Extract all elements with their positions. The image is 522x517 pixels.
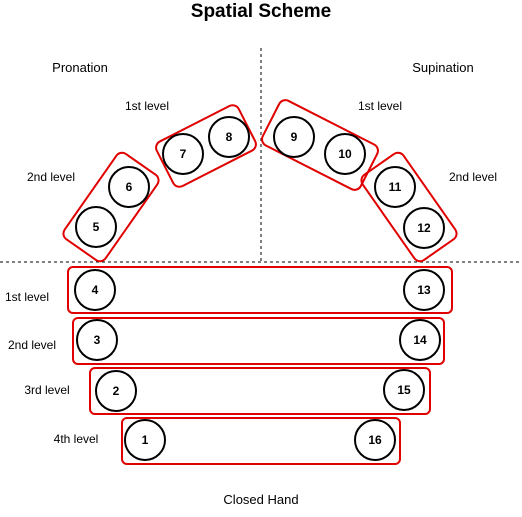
row-2nd-level-label: 2nd level [8, 338, 56, 352]
closed-hand-label: Closed Hand [223, 492, 298, 507]
node-5-label: 5 [93, 220, 100, 234]
node-12 [403, 207, 445, 249]
node-11 [374, 166, 416, 208]
node-5 [75, 206, 117, 248]
node-1 [124, 419, 166, 461]
node-2-label: 2 [113, 384, 120, 398]
row-1st-level: 1st level 4 13 [5, 266, 453, 314]
node-16-label: 16 [368, 433, 382, 447]
node-7-label: 7 [180, 147, 187, 161]
node-15 [383, 369, 425, 411]
node-8-label: 8 [226, 130, 233, 144]
row-2nd-level: 2nd level 3 14 [8, 317, 445, 365]
node-14-label: 14 [413, 333, 427, 347]
node-9 [273, 116, 315, 158]
node-12-label: 12 [417, 221, 431, 235]
group-nodes-9-10: 9 10 [261, 99, 379, 191]
supination-header: Supination [412, 60, 473, 75]
node-3 [76, 319, 118, 361]
node-13 [403, 269, 445, 311]
node-13-label: 13 [417, 283, 431, 297]
pronation-2nd-level-label: 2nd level [27, 170, 75, 184]
node-6-label: 6 [126, 180, 133, 194]
node-8 [208, 116, 250, 158]
node-15-label: 15 [397, 383, 411, 397]
node-3-label: 3 [94, 333, 101, 347]
node-9-label: 9 [291, 130, 298, 144]
node-16 [354, 419, 396, 461]
supination-1st-level-label: 1st level [358, 99, 402, 113]
row-4th-level-label: 4th level [54, 432, 99, 446]
node-4 [74, 269, 116, 311]
pronation-header: Pronation [52, 60, 108, 75]
node-11-label: 11 [389, 180, 402, 194]
row-1st-level-label: 1st level [5, 290, 49, 304]
node-14 [399, 319, 441, 361]
node-10 [324, 133, 366, 175]
node-1-label: 1 [142, 433, 149, 447]
node-7 [162, 133, 204, 175]
pronation-1st-level-label: 1st level [125, 99, 169, 113]
group-nodes-7-8: 7 8 [155, 104, 257, 188]
supination-2nd-level-label: 2nd level [449, 170, 497, 184]
row-4th-level: 4th level 1 16 [54, 417, 401, 465]
node-6 [108, 166, 150, 208]
diagram-title: Spatial Scheme [191, 1, 331, 22]
node-2 [95, 370, 137, 412]
row-3rd-level: 3rd level 2 15 [24, 367, 431, 415]
group-nodes-5-6: 6 5 [62, 151, 160, 263]
group-nodes-11-12: 11 12 [360, 151, 458, 263]
node-4-label: 4 [92, 283, 99, 297]
row-3rd-level-label: 3rd level [24, 383, 69, 397]
node-10-label: 10 [338, 147, 352, 161]
